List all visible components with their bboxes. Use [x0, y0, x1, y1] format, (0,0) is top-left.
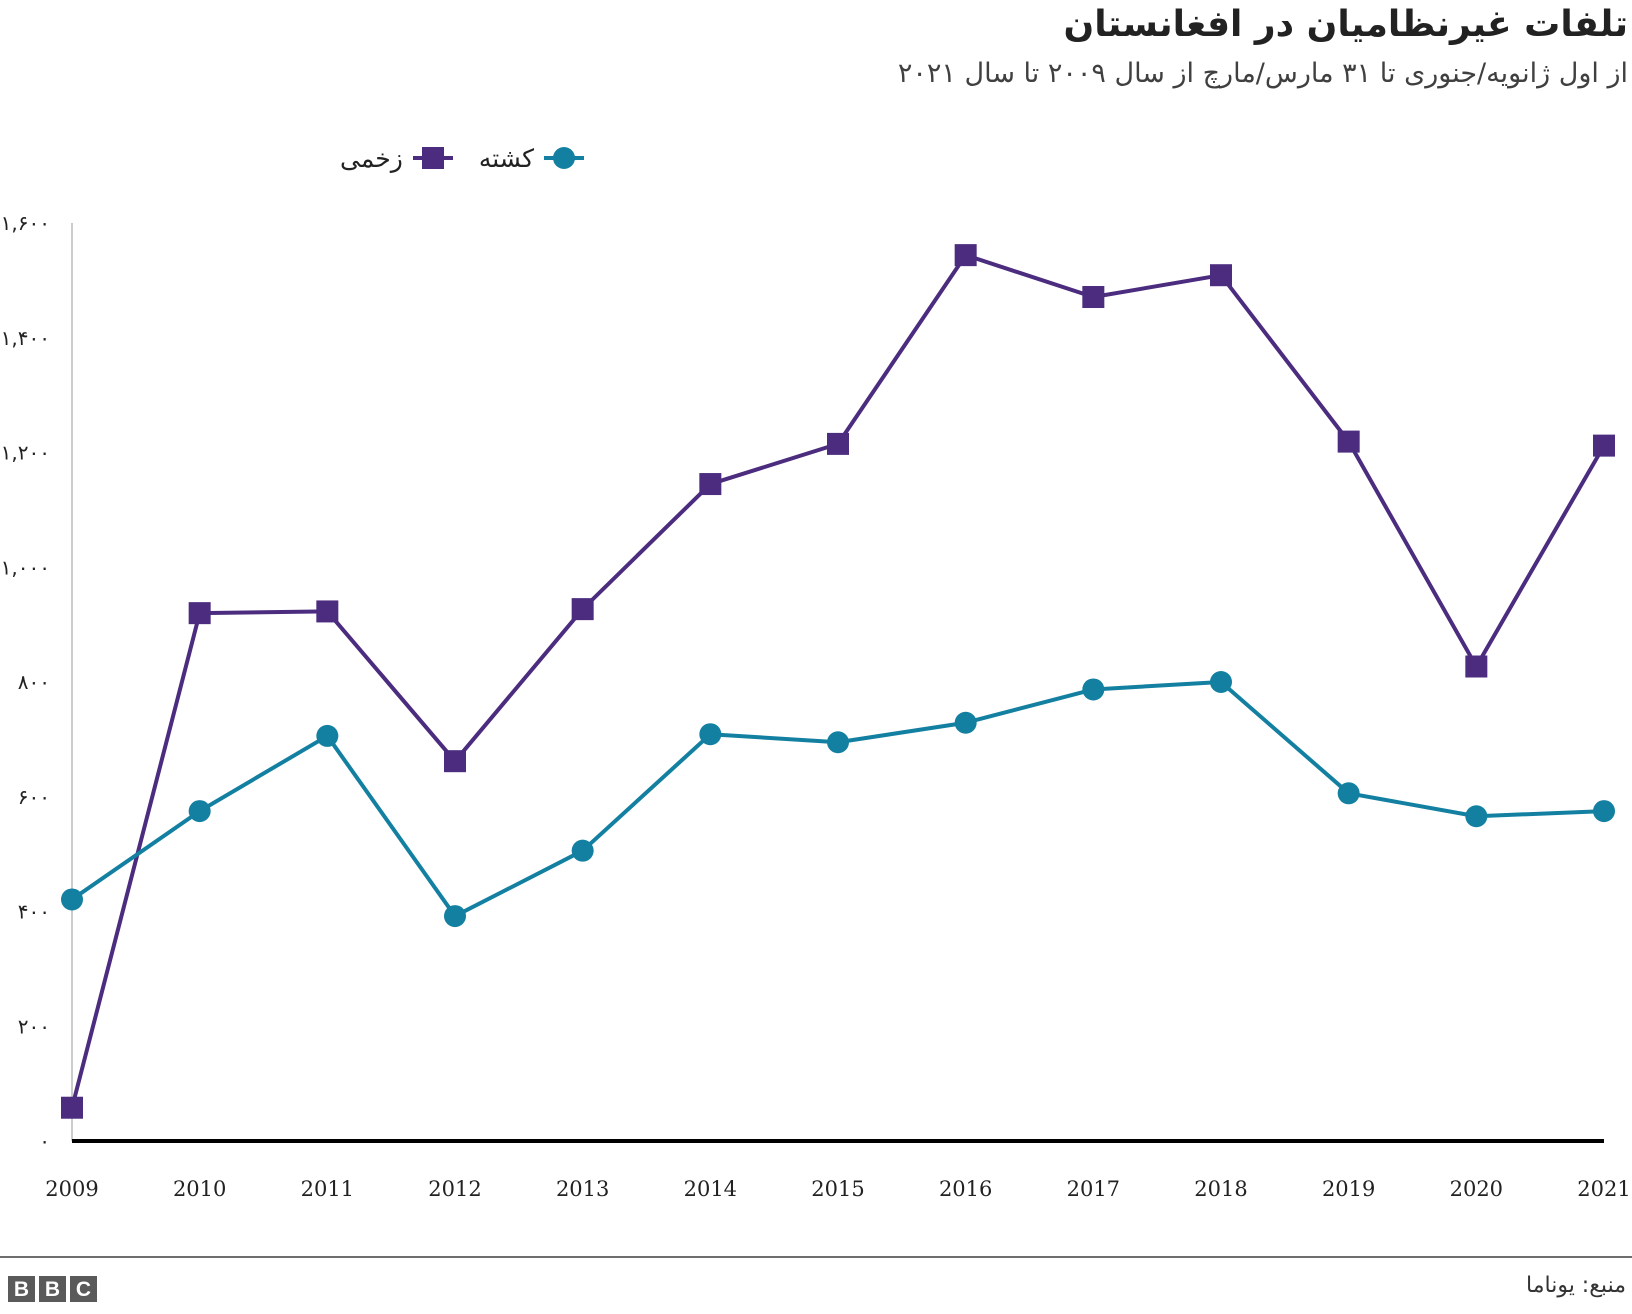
- chart-subtitle: از اول ژانویه/جنوری تا ۳۱ مارس/مارچ از س…: [897, 58, 1628, 89]
- x-tick-label: 2017: [1067, 1177, 1120, 1201]
- source-credit: منبع: یوناما: [1526, 1273, 1626, 1298]
- bbc-logo-letter: C: [70, 1276, 97, 1302]
- square-marker-icon: [571, 598, 594, 621]
- y-tick-label: ۶۰۰: [18, 785, 50, 809]
- circle-marker-icon: [1082, 678, 1105, 701]
- bbc-logo-letter: B: [8, 1276, 35, 1302]
- circle-marker-icon: [699, 723, 722, 746]
- x-tick-label: 2011: [301, 1177, 354, 1201]
- square-marker-icon: [1210, 264, 1232, 287]
- square-marker-icon: [699, 473, 722, 496]
- circle-marker-icon: [827, 731, 849, 754]
- circle-marker-icon: [1210, 671, 1232, 693]
- x-axis-labels: 2009 2010 2011 2012 2013 2014 2015 2016 2017 2018…: [45, 1177, 1630, 1201]
- x-tick-label: 2016: [939, 1177, 992, 1201]
- series-layer: [61, 244, 1615, 1119]
- legend-label-wounded: زخمی: [340, 143, 403, 173]
- circle-marker-icon: [954, 711, 977, 734]
- y-tick-label: ۴۰۰: [18, 900, 50, 924]
- series-line: [70, 680, 1605, 919]
- y-tick-label: ۱,۴۰۰: [1, 326, 50, 350]
- x-tick-label: 2010: [173, 1177, 226, 1201]
- x-tick-label: 2021: [1577, 1177, 1630, 1201]
- x-tick-label: 2012: [428, 1177, 481, 1201]
- square-marker-icon: [827, 432, 849, 455]
- y-tick-label: ۱,۶۰۰: [1, 211, 50, 235]
- circle-marker-icon: [61, 888, 83, 911]
- square-marker-icon: [954, 244, 977, 267]
- square-marker-icon: [316, 600, 339, 623]
- square-marker-icon: [1337, 430, 1360, 453]
- square-marker-icon: [1465, 655, 1488, 678]
- square-marker-icon: [61, 1096, 83, 1119]
- y-tick-label: ۱,۲۰۰: [1, 441, 50, 465]
- legend-item-killed: کشته: [479, 144, 584, 173]
- x-tick-label: 2009: [45, 1177, 98, 1201]
- y-tick-label: ۲۰۰: [18, 1014, 50, 1038]
- circle-marker-icon: [571, 839, 594, 862]
- x-tick-label: 2018: [1194, 1177, 1247, 1201]
- y-tick-label: ۸۰۰: [18, 670, 50, 694]
- x-tick-label: 2019: [1322, 1177, 1375, 1201]
- x-tick-label: 2020: [1450, 1177, 1503, 1201]
- square-marker-icon: [1082, 286, 1105, 309]
- circle-marker-icon: [444, 905, 466, 928]
- circle-marker-icon: [1337, 782, 1360, 805]
- bbc-logo-letter: B: [39, 1276, 66, 1302]
- y-tick-label: ۰: [39, 1129, 50, 1153]
- square-marker-icon: [412, 147, 453, 169]
- square-marker-icon: [188, 602, 211, 625]
- circle-marker-icon: [188, 800, 211, 823]
- circle-marker-icon: [316, 724, 339, 747]
- footer-divider: [0, 1256, 1632, 1258]
- x-tick-label: 2015: [811, 1177, 864, 1201]
- bbc-logo: B B C: [8, 1276, 97, 1302]
- legend: زخمی کشته: [340, 138, 584, 178]
- circle-marker-icon: [1465, 805, 1488, 828]
- x-tick-label: 2014: [684, 1177, 737, 1201]
- legend-item-wounded: زخمی: [340, 144, 453, 173]
- chart-title: تلفات غیرنظامیان در افغانستان: [1063, 4, 1628, 45]
- legend-label-killed: کشته: [478, 143, 534, 173]
- square-marker-icon: [1593, 434, 1615, 457]
- x-tick-label: 2013: [556, 1177, 609, 1201]
- series-line: [70, 253, 1606, 1109]
- y-tick-label: ۱,۰۰۰: [1, 555, 50, 579]
- y-axis-labels: ۰ ۲۰۰ ۴۰۰ ۶۰۰ ۸۰۰ ۱,۰۰۰ ۱,۲۰۰ ۱,۴۰۰ ۱,۶۰۰: [1, 211, 50, 1153]
- circle-marker-icon: [543, 147, 584, 169]
- circle-marker-icon: [1593, 800, 1615, 823]
- square-marker-icon: [444, 750, 466, 773]
